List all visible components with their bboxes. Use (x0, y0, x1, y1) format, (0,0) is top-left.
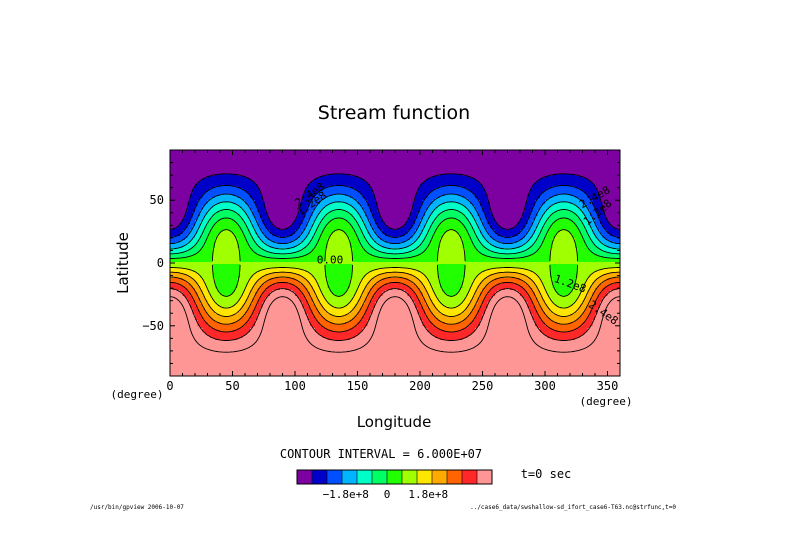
contour-lines (170, 173, 620, 353)
contour-line (170, 271, 620, 317)
x-tick-label: 300 (534, 379, 556, 393)
colorbar-swatch (447, 470, 463, 484)
contour-line (170, 217, 620, 259)
x-tick-label: 100 (284, 379, 306, 393)
contour-line (170, 288, 620, 341)
contour-line (170, 296, 620, 353)
contour-line (170, 201, 620, 250)
footer-right: ../case6_data/swshallow-sd_ifort_case6-T… (470, 504, 676, 511)
colorbar-swatch (477, 470, 493, 484)
y-axis-label: Latitude (114, 232, 132, 294)
colorbar-label: −1.8e+8 (323, 488, 369, 501)
colorbar-swatch (342, 470, 358, 484)
axes: 0 50 100 150 200 250 300 350 50 0 −50 (142, 150, 620, 393)
contour-line (170, 267, 620, 309)
colorbar: −1.8e+8 0 1.8e+8 (296, 469, 493, 501)
y-axis-unit: (degree) (111, 388, 164, 401)
contour-label: 0.00 (317, 253, 344, 266)
contour-line (170, 209, 620, 255)
contour-line (170, 281, 620, 333)
x-tick-label: 150 (347, 379, 369, 393)
colorbar-frame (296, 469, 493, 485)
colorbar-swatch (372, 470, 388, 484)
contour-line (170, 276, 620, 325)
footer-left: /usr/bin/gpview 2006-10-07 (90, 504, 184, 511)
contour-interval-text: CONTOUR INTERVAL = 6.000E+07 (280, 447, 482, 461)
x-tick-label: 0 (166, 379, 173, 393)
colorbar-swatch (432, 470, 448, 484)
y-tick-label: −50 (142, 319, 164, 333)
contour-label: 2.4e8 (80, 300, 115, 330)
contour-line (170, 173, 620, 230)
contour-line (170, 185, 620, 238)
x-tick-label: 350 (597, 379, 619, 393)
colorbar-label: 0 (384, 488, 391, 501)
time-label: t=0 sec (521, 467, 572, 481)
colorbar-swatch (357, 470, 373, 484)
colorbar-swatch (327, 470, 343, 484)
x-tick-label: 250 (472, 379, 494, 393)
x-axis-unit: (degree) (580, 395, 633, 408)
chart-title: Stream function (318, 102, 470, 124)
x-tick-label: 200 (409, 379, 431, 393)
x-tick-label: 50 (225, 379, 239, 393)
y-tick-label: 50 (150, 193, 164, 207)
colorbar-label: 1.8e+8 (408, 488, 448, 501)
colorbar-swatch (297, 470, 313, 484)
x-axis-label: Longitude (357, 413, 432, 431)
colorbar-swatch (387, 470, 403, 484)
plot-area: 2.4e81.2e80.001.2e82.4e82.4e81.2e81.2e82… (80, 150, 620, 376)
colorbar-swatch (402, 470, 418, 484)
contour-line (211, 229, 579, 297)
contour-line (170, 193, 620, 245)
colorbar-swatch (312, 470, 328, 484)
colorbar-swatch (417, 470, 433, 484)
filled-contours (170, 150, 620, 376)
y-tick-label: 0 (157, 256, 164, 270)
contour-label: 1.2e8 (82, 285, 117, 315)
colorbar-swatch (462, 470, 478, 484)
